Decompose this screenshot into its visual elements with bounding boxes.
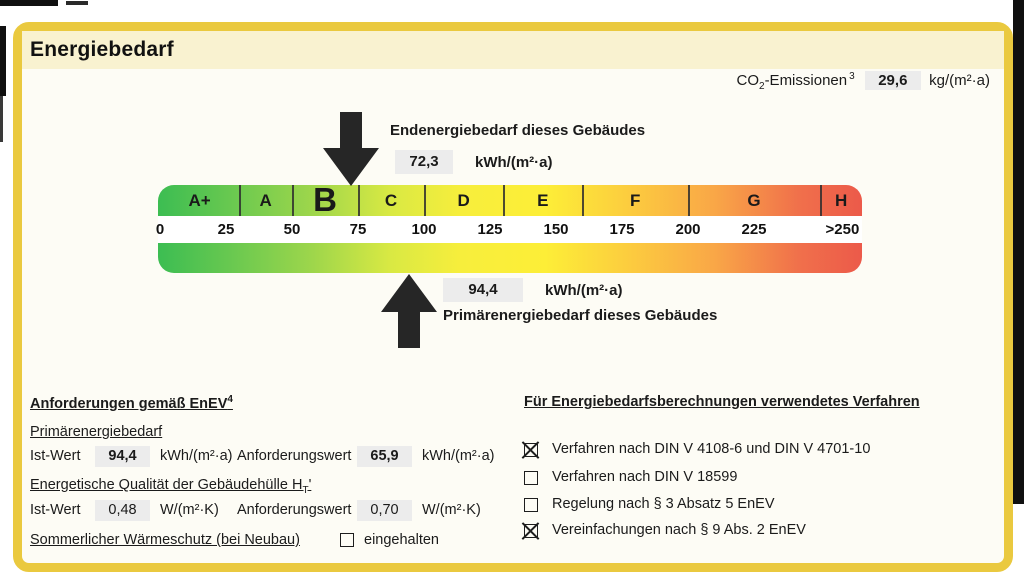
primary-req-label: Anforderungswert	[237, 448, 351, 464]
primary-req-unit: kWh/(m²·a)	[422, 448, 495, 464]
method-checkbox-din-18599[interactable]	[524, 471, 538, 485]
scale-tick-150: 150	[543, 216, 568, 243]
methods-title: Für Energiebedarfsberechnungen verwendet…	[524, 394, 920, 410]
arrow-head	[323, 148, 379, 186]
end-energy-value-row: 72,3 kWh/(m²·a)	[395, 150, 553, 174]
arrow-head	[381, 274, 437, 312]
scale-tick-25: 25	[218, 216, 235, 243]
primary-ist-value: 94,4	[95, 446, 150, 467]
scale-band-divider	[503, 185, 505, 216]
scale-band-letter-A+: A+	[188, 185, 210, 216]
scale-band-letter-D: D	[457, 185, 469, 216]
envelope-req-unit: W/(m²·K)	[422, 502, 481, 518]
primary-ist-label: Ist-Wert	[30, 448, 80, 464]
scale-band-divider	[292, 185, 294, 216]
scan-artifact-left-bar	[0, 96, 3, 142]
scan-artifact-right-bar	[1013, 0, 1024, 504]
primary-energy-unit: kWh/(m²·a)	[545, 282, 623, 299]
scale-band-divider	[424, 185, 426, 216]
envelope-heading: Energetische Qualität der Gebäudehülle H…	[30, 477, 311, 496]
scale-tick-200: 200	[675, 216, 700, 243]
scale-band-letter-G: G	[747, 185, 760, 216]
scan-artifact-top-dash	[0, 0, 58, 6]
method-checkbox-vereinfachungen[interactable]	[524, 524, 538, 538]
scale-tick->250: >250	[826, 216, 860, 243]
co2-label: CO2-Emissionen	[737, 72, 848, 89]
envelope-ist-value: 0,48	[95, 500, 150, 521]
energy-scale-tick-strip: 0 25 50 75 100 125 150 175 200 225 >250	[158, 216, 862, 243]
primary-ist-unit: kWh/(m²·a)	[160, 448, 233, 464]
summer-heat-checkbox-label: eingehalten	[364, 532, 439, 548]
scale-tick-100: 100	[411, 216, 436, 243]
co2-value: 29,6	[865, 71, 921, 90]
scale-band-letter-E: E	[537, 185, 548, 216]
primary-req-value: 65,9	[357, 446, 412, 467]
end-energy-value: 72,3	[395, 150, 453, 174]
summer-heat-heading: Sommerlicher Wärmeschutz (bei Neubau)	[30, 532, 300, 548]
co2-footnote: 3	[849, 71, 855, 82]
co2-unit: kg/(m²·a)	[929, 72, 990, 89]
co2-emissions-line: CO2-Emissionen3 29,6 kg/(m²·a)	[660, 71, 990, 92]
scan-artifact-top-dash	[66, 1, 88, 5]
end-energy-unit: kWh/(m²·a)	[475, 154, 553, 171]
energy-scale-letter-band: A+ A B C D E F G H	[158, 185, 862, 216]
method-label: Verfahren nach DIN V 4108-6 und DIN V 47…	[552, 441, 870, 457]
scale-band-letter-C: C	[385, 185, 397, 216]
scale-tick-225: 225	[741, 216, 766, 243]
arrow-shaft	[398, 312, 420, 348]
envelope-ist-label: Ist-Wert	[30, 502, 80, 518]
primary-energy-label: Primärenergiebedarf dieses Gebäudes	[443, 307, 717, 324]
energy-scale-lower-band	[158, 243, 862, 273]
end-energy-label: Endenergiebedarf dieses Gebäudes	[390, 122, 645, 139]
scale-band-letter-A: A	[259, 185, 271, 216]
envelope-req-value: 0,70	[357, 500, 412, 521]
summer-heat-checkbox[interactable]	[340, 533, 354, 547]
scale-tick-0: 0	[156, 216, 164, 243]
requirements-footnote: 4	[227, 394, 233, 405]
method-label: Regelung nach § 3 Absatz 5 EnEV	[552, 496, 775, 512]
scale-band-letter-B: B	[313, 185, 337, 216]
primary-energy-arrow-icon	[381, 274, 437, 348]
primary-energy-value-row: 94,4 kWh/(m²·a)	[443, 278, 623, 302]
scale-band-divider	[358, 185, 360, 216]
scale-band-divider	[820, 185, 822, 216]
envelope-ist-unit: W/(m²·K)	[160, 502, 219, 518]
scale-band-divider	[582, 185, 584, 216]
primary-energy-value: 94,4	[443, 278, 523, 302]
requirements-title: Anforderungen gemäß EnEV4	[30, 394, 233, 412]
page-title: Energiebedarf	[30, 38, 174, 62]
scale-tick-125: 125	[477, 216, 502, 243]
method-checkbox-din-4108[interactable]	[524, 443, 538, 457]
scan-artifact-left-bar	[0, 26, 6, 96]
envelope-req-label: Anforderungswert	[237, 502, 351, 518]
scale-band-divider	[239, 185, 241, 216]
scale-band-divider	[688, 185, 690, 216]
end-energy-arrow-icon	[323, 112, 379, 186]
scale-tick-75: 75	[350, 216, 367, 243]
method-checkbox-regelung[interactable]	[524, 498, 538, 512]
arrow-shaft	[340, 112, 362, 148]
scale-tick-175: 175	[609, 216, 634, 243]
scale-tick-50: 50	[284, 216, 301, 243]
method-label: Vereinfachungen nach § 9 Abs. 2 EnEV	[552, 522, 806, 538]
scale-band-letter-H: H	[835, 185, 847, 216]
method-label: Verfahren nach DIN V 18599	[552, 469, 737, 485]
scale-band-letter-F: F	[630, 185, 640, 216]
primary-energy-heading: Primärenergiebedarf	[30, 424, 162, 440]
